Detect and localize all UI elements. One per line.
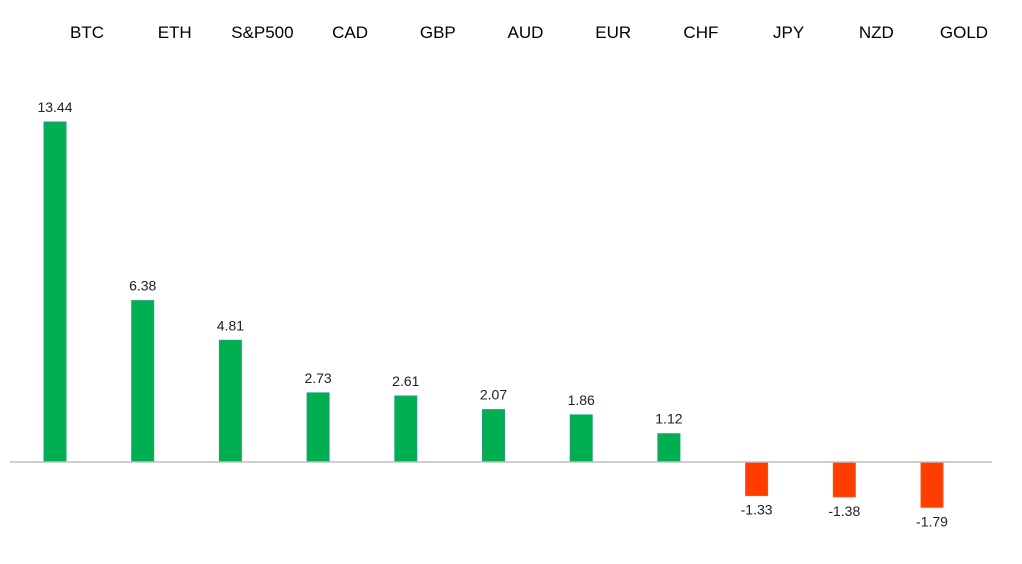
category-label-jpy: JPY: [773, 23, 804, 42]
category-label-gbp: GBP: [420, 23, 456, 42]
category-label-eur: EUR: [595, 23, 631, 42]
value-label-btc: 13.44: [37, 99, 72, 115]
bars-group: [43, 121, 944, 508]
value-label-cad: 2.73: [304, 370, 331, 386]
bar-eth: [131, 300, 155, 463]
category-label-aud: AUD: [508, 23, 544, 42]
bar-btc: [43, 121, 67, 463]
category-label-cad: CAD: [332, 23, 368, 42]
value-label-jpy: -1.33: [741, 502, 773, 518]
value-labels-group: 13.44 6.38 4.81 2.73 2.61 2.07 1.86 1.12 -1.33 -1…: [37, 99, 948, 529]
value-label-eth: 6.38: [129, 278, 156, 294]
category-label-btc: BTC: [70, 23, 104, 42]
bar-jpy: [745, 461, 769, 497]
bar-eur: [569, 414, 593, 463]
bar-chf: [657, 433, 681, 463]
bar-nzd: [832, 461, 856, 498]
category-label-nzd: NZD: [859, 23, 894, 42]
value-label-aud: 2.07: [480, 387, 507, 403]
bar-gbp: [394, 395, 418, 463]
value-label-sp500: 4.81: [217, 317, 244, 333]
bar-cad: [306, 392, 330, 463]
value-label-gbp: 2.61: [392, 373, 419, 389]
value-label-chf: 1.12: [655, 411, 682, 427]
bar-sp500: [218, 339, 242, 463]
category-label-eth: ETH: [158, 23, 192, 42]
value-label-nzd: -1.38: [828, 503, 860, 519]
bar-gold: [920, 461, 944, 508]
category-label-gold: GOLD: [940, 23, 988, 42]
value-label-gold: -1.79: [916, 513, 948, 529]
category-label-chf: CHF: [683, 23, 718, 42]
bar-aud: [482, 409, 505, 463]
value-label-eur: 1.86: [568, 392, 595, 408]
category-labels-group: BTC ETH S&P500 CAD GBP AUD EUR CHF JPY NZD GOLD: [70, 23, 988, 42]
category-label-sp500: S&P500: [231, 23, 293, 42]
